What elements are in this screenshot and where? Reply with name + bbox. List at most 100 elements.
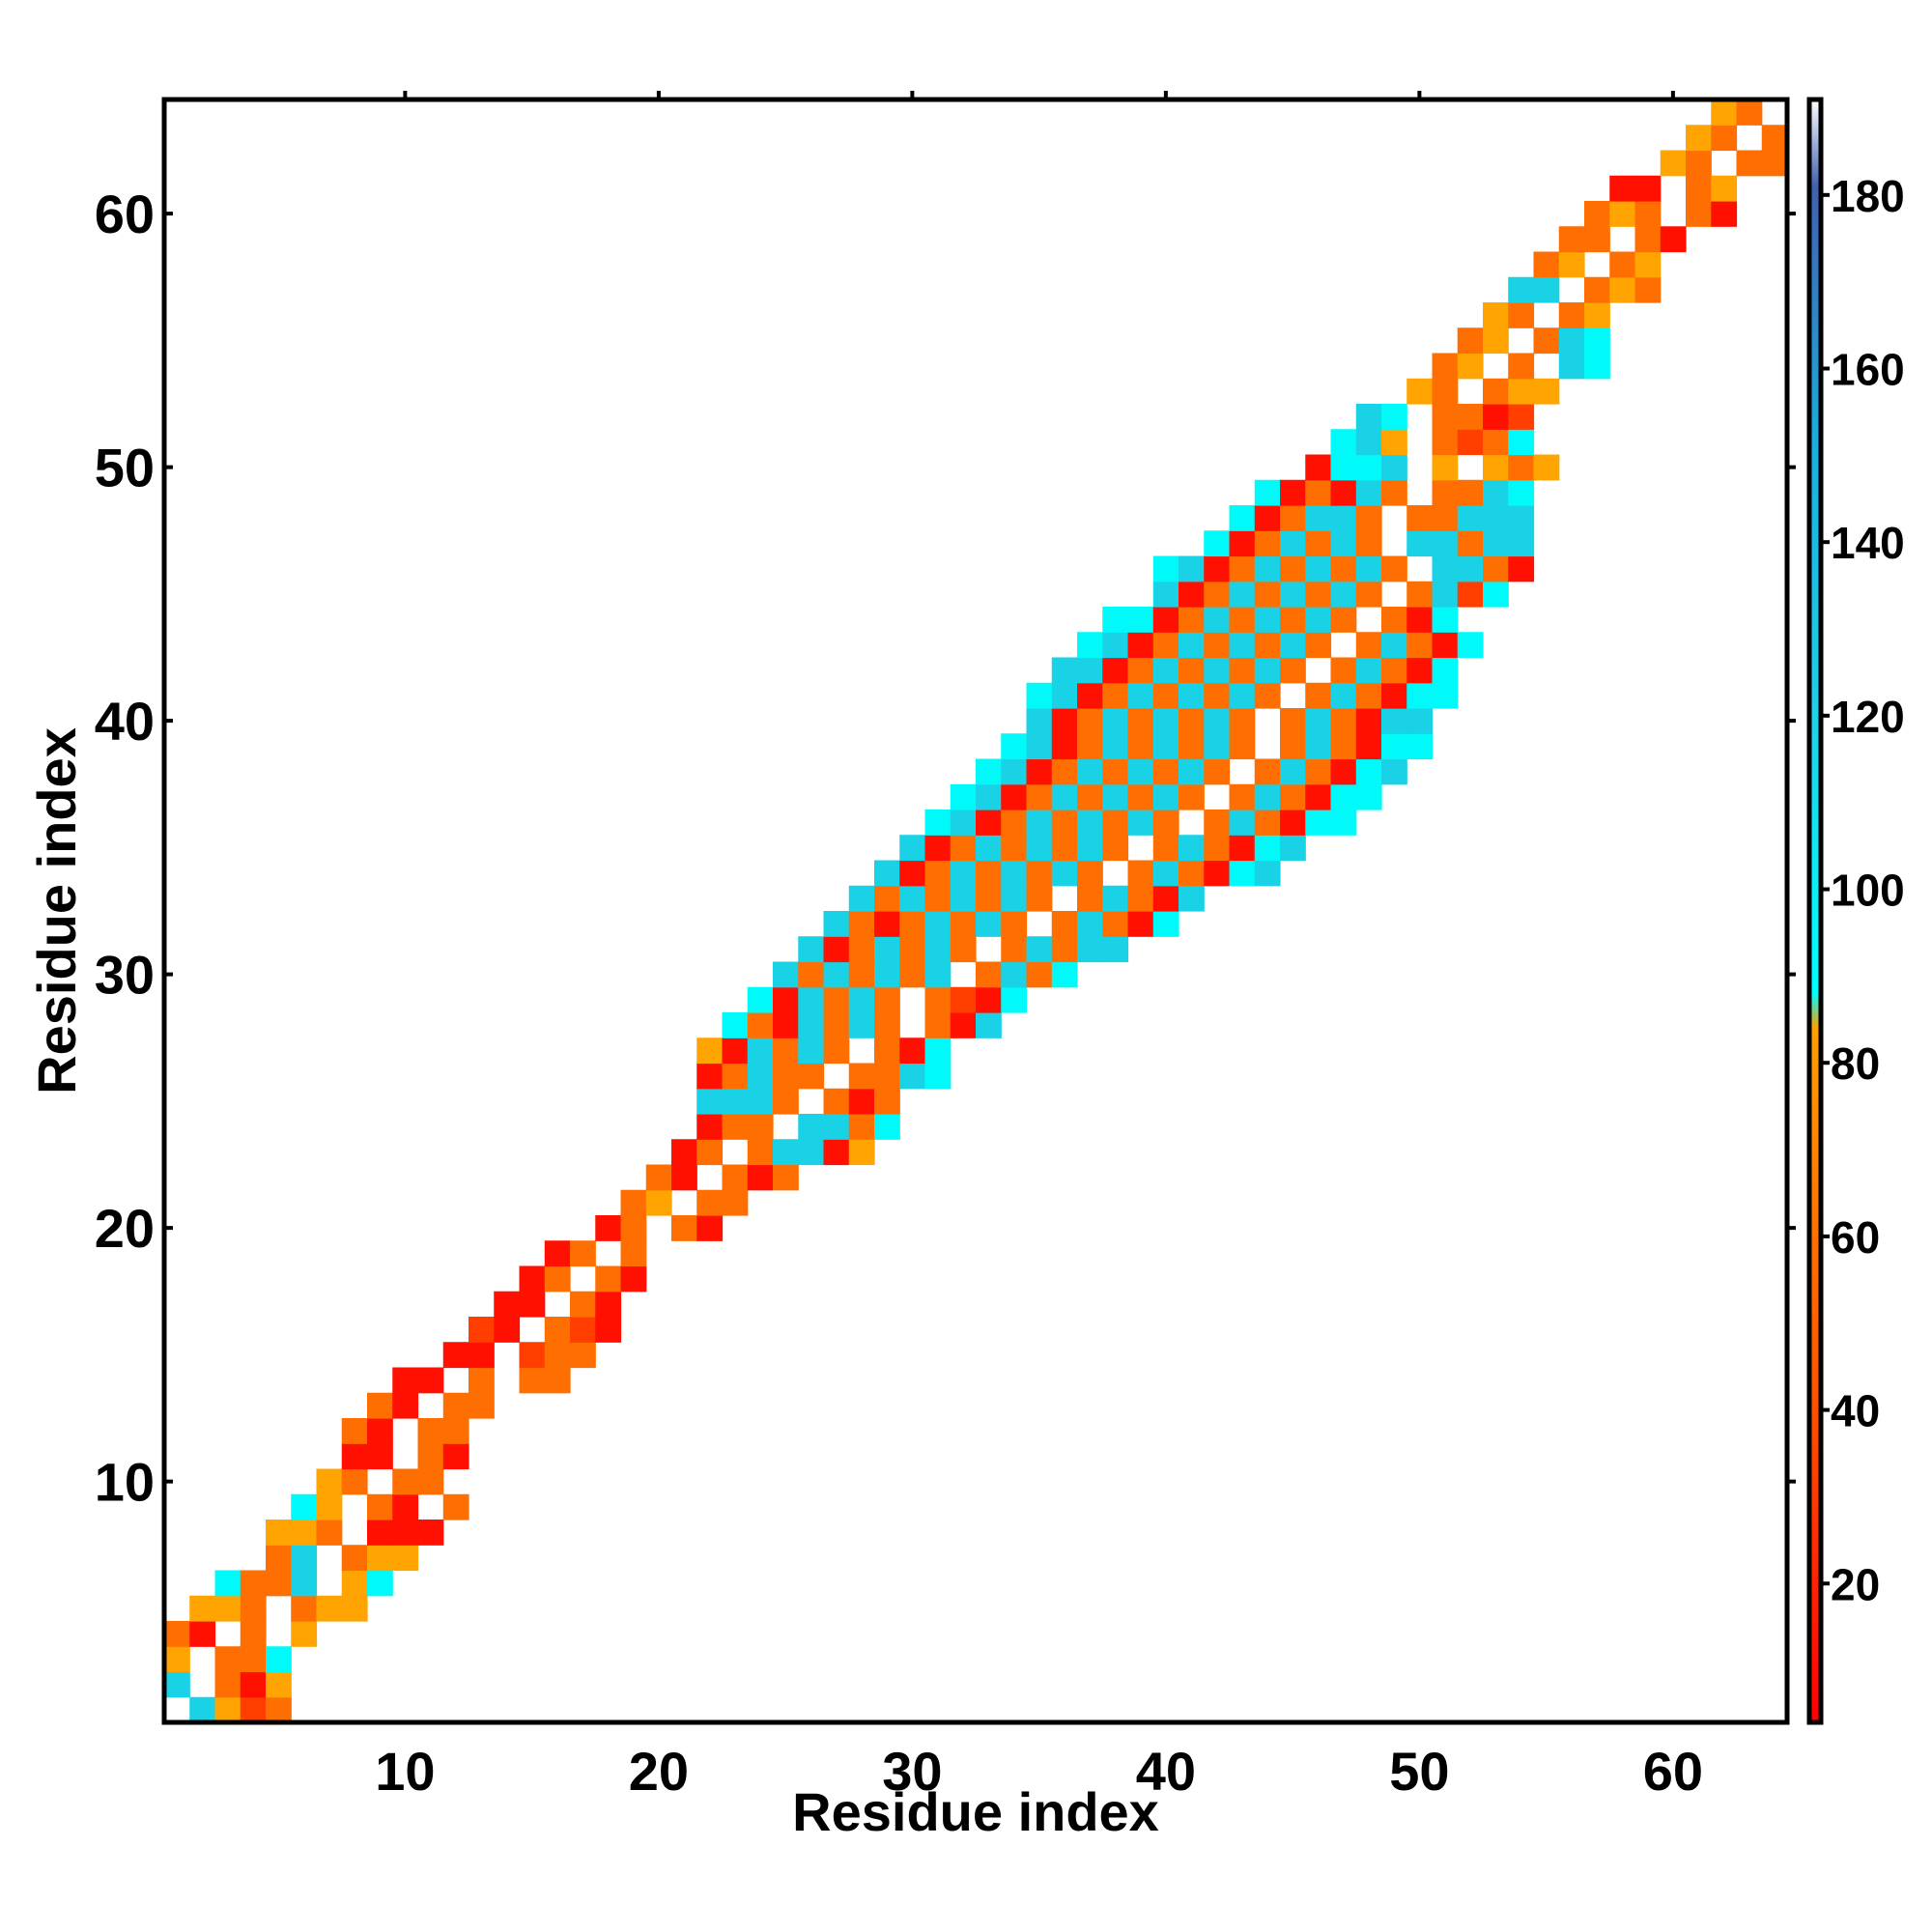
heatmap-cell [1508,454,1535,481]
heatmap-cell [823,986,850,1013]
heatmap-cell [1355,404,1382,430]
colorbar-tick-label: 80 [1831,1038,1880,1089]
heatmap-cell [1381,454,1407,481]
heatmap-cell [1355,429,1382,456]
y-tick-label: 20 [95,1198,155,1259]
heatmap-cell [1305,454,1332,481]
heatmap-cell [848,961,875,988]
heatmap-cell [696,1139,724,1166]
heatmap-cell [1558,327,1585,355]
heatmap-cell [367,1570,393,1597]
heatmap-cell [214,1646,242,1673]
x-tick-label: 10 [375,1741,435,1802]
heatmap-cell [1432,479,1459,506]
heatmap-cell [1381,657,1407,684]
heatmap-cell [823,1088,850,1115]
heatmap-cell [1152,555,1179,582]
heatmap-cell [1127,911,1154,937]
heatmap-cell [1761,150,1788,177]
heatmap-cell [1483,302,1509,328]
heatmap-cell [1280,581,1306,608]
heatmap-cell [1508,302,1535,328]
heatmap-cell [976,810,1002,836]
heatmap-cell [392,1392,419,1419]
heatmap-cell [1634,276,1662,303]
heatmap-cell [1432,581,1459,608]
heatmap-cell [1127,733,1154,760]
heatmap-cell [1483,530,1509,557]
heatmap-cell [1077,733,1103,760]
heatmap-cell [874,986,900,1013]
heatmap-cell [1330,607,1357,633]
heatmap-cell [1229,632,1256,659]
x-tick-label: 20 [629,1741,689,1802]
heatmap-cell [1305,530,1332,557]
heatmap-cell [214,1696,242,1723]
heatmap-cell [240,1671,267,1698]
heatmap-cell [595,1265,622,1293]
heatmap-cell [442,1342,469,1369]
heatmap-cell [1001,758,1028,785]
heatmap-cell [544,1342,571,1369]
heatmap-cell [367,1392,393,1419]
heatmap-cell [1660,150,1687,177]
heatmap-cell [189,1595,216,1622]
heatmap-cell [519,1265,546,1293]
heatmap-cell [1102,835,1129,862]
heatmap-cell [645,1164,672,1191]
heatmap-cell [1179,708,1205,734]
heatmap-cell [1001,936,1028,963]
heatmap-cell [291,1545,318,1572]
heatmap-cell [1330,783,1357,810]
heatmap-cell [1229,581,1256,608]
heatmap-cell [747,1164,774,1191]
heatmap-cell [1204,708,1231,734]
heatmap-cell [1432,682,1459,709]
heatmap-cell [1204,860,1231,887]
heatmap-cell [823,936,850,963]
colorbar-tick-label: 140 [1831,518,1905,568]
heatmap-cell [874,911,900,937]
heatmap-cell [1584,226,1610,253]
heatmap-cell [1355,657,1382,684]
heatmap-cell [1152,860,1179,887]
heatmap-cell [1406,708,1434,734]
heatmap-cell [544,1367,571,1394]
heatmap-cell [341,1545,368,1572]
heatmap-cell [976,1012,1002,1038]
heatmap-cell [1179,607,1205,633]
heatmap-cell [1609,276,1636,303]
heatmap-cell [1457,530,1484,557]
heatmap-cell [392,1367,419,1394]
heatmap-cell [1179,885,1205,912]
heatmap-cell [1686,175,1712,202]
heatmap-cell [164,1646,190,1673]
heatmap-cell [1179,860,1205,887]
heatmap-cell [1508,353,1535,380]
heatmap-cell [950,1012,977,1038]
heatmap-cell [798,1139,825,1166]
heatmap-cell [1001,986,1028,1013]
heatmap-cell [316,1595,343,1622]
heatmap-cell [976,783,1002,810]
heatmap-cell [1432,404,1459,430]
heatmap-cell [494,1291,521,1318]
heatmap-cell [1457,555,1484,582]
heatmap-cell [570,1291,596,1318]
heatmap-cell [469,1367,495,1394]
heatmap-cell [341,1418,368,1444]
heatmap-cell [976,860,1002,887]
heatmap-cell [494,1317,521,1343]
heatmap-cell [1533,276,1560,303]
heatmap-cell [1102,885,1129,912]
heatmap-cell [1179,581,1205,608]
heatmap-cell [1229,860,1256,887]
heatmap-cell [1280,479,1306,506]
heatmap-cell [1254,530,1281,557]
heatmap-cell [266,1545,292,1572]
heatmap-cell [1406,733,1434,760]
heatmap-cell [1381,682,1407,709]
heatmap-cell [1330,555,1357,582]
heatmap-cell [1179,632,1205,659]
heatmap-cell [1381,607,1407,633]
